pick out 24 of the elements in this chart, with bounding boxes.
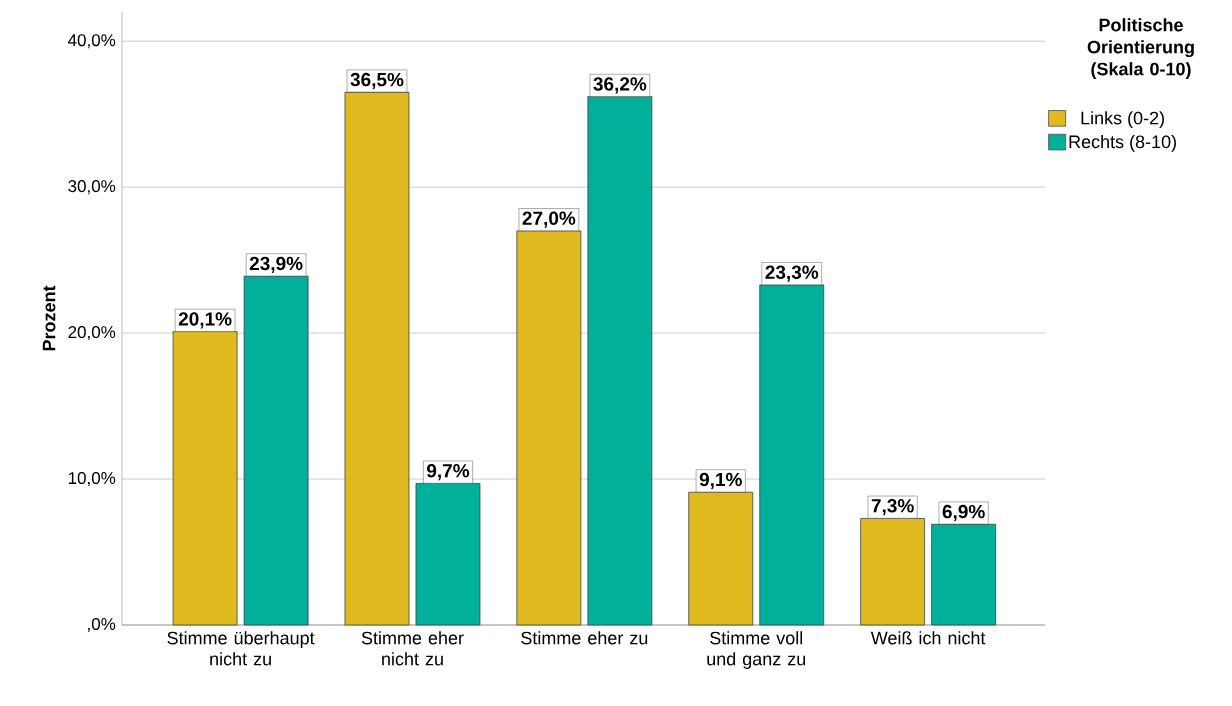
data-label: 9,1% (699, 472, 742, 489)
data-label: 36,5% (350, 72, 404, 90)
y-axis-title: Prozent (42, 285, 56, 351)
x-tick-label: Stimme überhaupt nicht zu (167, 631, 315, 666)
y-tick-label: 30,0% (68, 180, 116, 195)
data-label: 9,7% (426, 464, 470, 481)
data-label: 23,3% (765, 265, 819, 282)
y-tick-label: ,0% (88, 617, 116, 633)
data-label: 20,1% (178, 312, 232, 329)
y-tick-label: 20,0% (68, 326, 116, 341)
x-tick-label: Weiß ich nicht (870, 631, 986, 645)
data-label: 27,0% (522, 211, 576, 228)
x-tick-label: Stimme eher zu (521, 631, 648, 645)
x-tick-label: Stimme eher nicht zu (361, 631, 464, 666)
data-label: 7,3% (871, 499, 914, 516)
legend-label: Links (0-2) (1081, 111, 1164, 128)
legend-label: Rechts (8-10) (1069, 134, 1176, 152)
y-tick-label: 40,0% (68, 34, 116, 49)
data-label: 36,2% (593, 77, 647, 94)
data-label: 6,9% (942, 504, 985, 522)
legend-title: Politische Orientierung (Skala 0-10) (1087, 18, 1194, 79)
y-tick-label: 10,0% (68, 472, 116, 487)
data-label: 23,9% (249, 256, 303, 273)
x-tick-label: Stimme voll und ganz zu (707, 631, 806, 669)
